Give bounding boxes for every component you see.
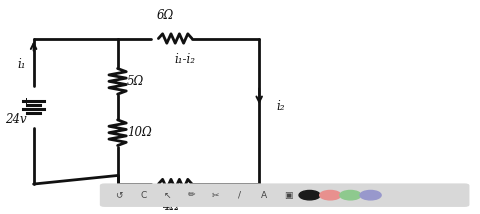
Text: 10Ω: 10Ω (127, 126, 152, 139)
FancyBboxPatch shape (100, 183, 469, 207)
Circle shape (360, 190, 381, 200)
Text: i₂: i₂ (276, 101, 285, 113)
Circle shape (320, 190, 341, 200)
Text: 5Ω: 5Ω (127, 75, 144, 88)
Text: i₁: i₁ (17, 58, 26, 71)
Text: 24v: 24v (4, 113, 26, 126)
Text: ↺: ↺ (115, 191, 123, 200)
Circle shape (340, 190, 361, 200)
Text: /: / (238, 191, 241, 200)
Text: +: + (21, 96, 32, 109)
Text: ✂: ✂ (212, 191, 219, 200)
Text: ▣: ▣ (284, 191, 292, 200)
Text: 6Ω: 6Ω (157, 9, 174, 22)
Text: C: C (140, 191, 146, 200)
Text: A: A (261, 191, 267, 200)
Text: ✏: ✏ (188, 191, 195, 200)
Text: i₁-i₂: i₁-i₂ (174, 54, 195, 66)
Text: 4Ω: 4Ω (162, 200, 179, 213)
Circle shape (299, 190, 320, 200)
Text: ↖: ↖ (164, 191, 171, 200)
